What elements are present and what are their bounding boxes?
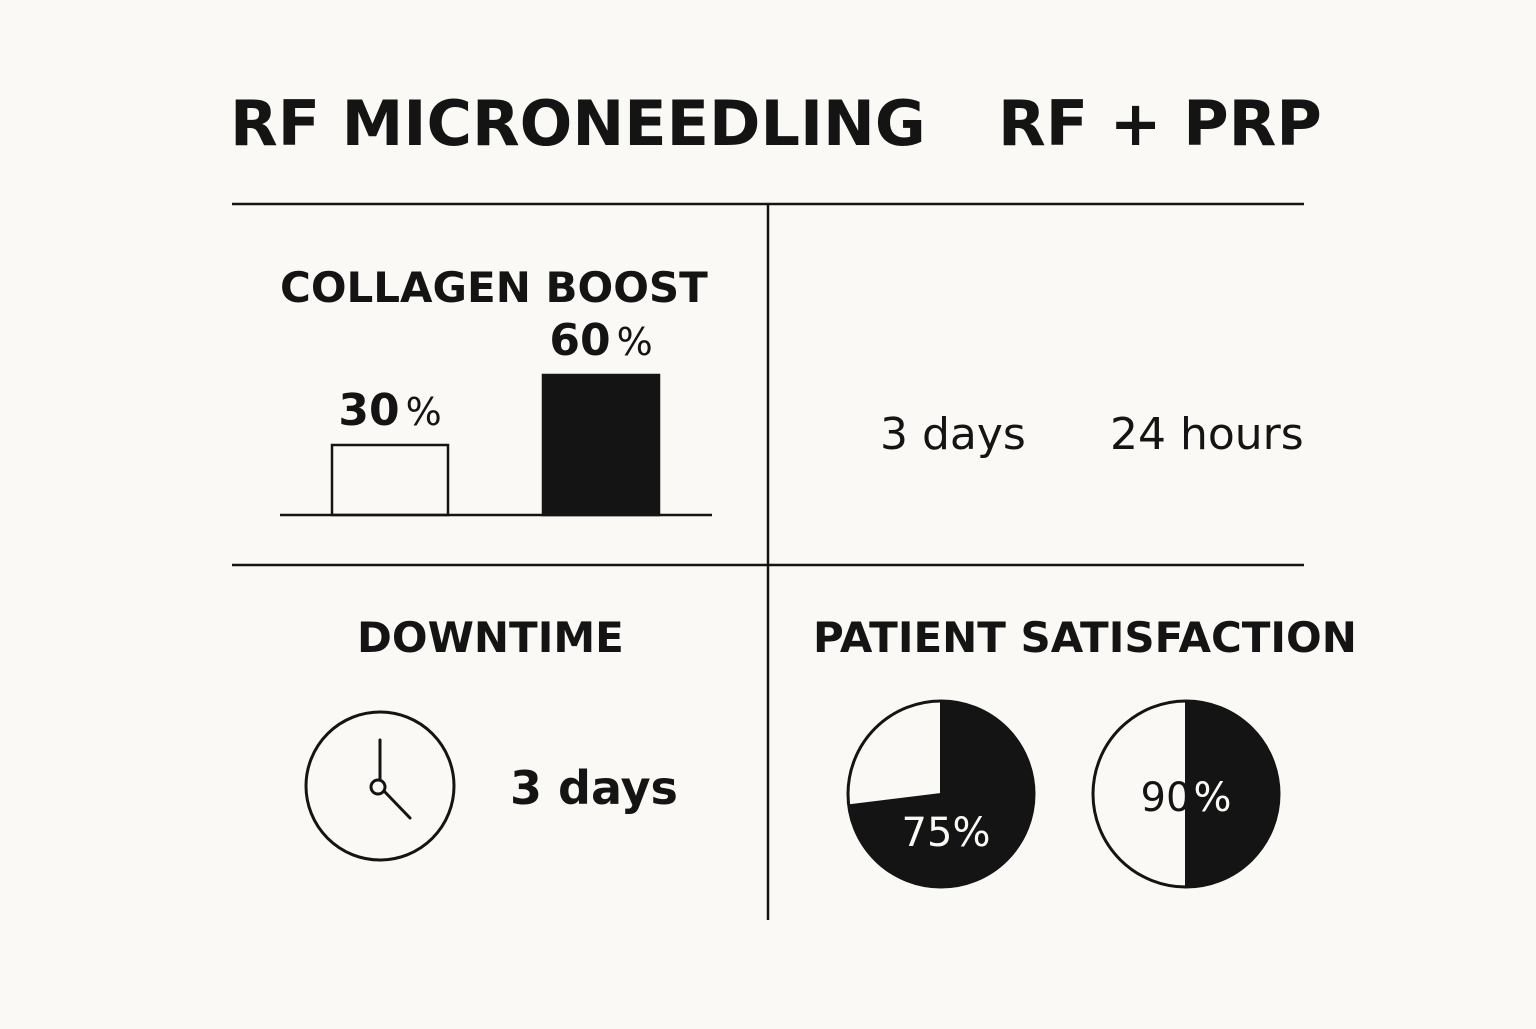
pie-rf-prp: 90%: [1091, 699, 1281, 889]
recovery-value-rf: 3 days: [880, 409, 1026, 460]
bar-unit-label: %: [617, 320, 653, 364]
collagen-bar-chart: 30 % 60%: [330, 315, 661, 517]
pie-slice-filled: [1185, 699, 1280, 889]
patient-satisfaction-title: PATIENT SATISFACTION: [813, 613, 1357, 662]
downtime-title: DOWNTIME: [357, 613, 624, 662]
recovery-value-rf-prp: 24 hours: [1110, 409, 1304, 460]
bar-value-label: 60%: [549, 315, 652, 366]
pie-rf-microneedling: 75%: [846, 699, 1036, 889]
pie-slice-filled: [847, 699, 1035, 888]
pie-value-number: 90: [1141, 775, 1192, 821]
title-rf-microneedling: RF MICRONEEDLING: [230, 87, 926, 160]
title-rf-prp: RF + PRP: [998, 87, 1322, 160]
bar-rf-microneedling: [330, 443, 450, 517]
bar-value-label: 30%: [338, 385, 441, 436]
satisfaction-pies: 75% 90%: [846, 699, 1281, 889]
pie-value-unit: %: [1193, 775, 1231, 821]
pie-value-label: 90%: [1141, 775, 1232, 821]
pie-value-label: 75%: [902, 810, 991, 856]
bar-unit-label: %: [406, 390, 442, 434]
clock-icon: [304, 710, 456, 862]
collagen-boost-title: COLLAGEN BOOST: [280, 263, 708, 312]
downtime-value: 3 days: [510, 761, 678, 815]
bar-rf-prp: [541, 373, 661, 517]
